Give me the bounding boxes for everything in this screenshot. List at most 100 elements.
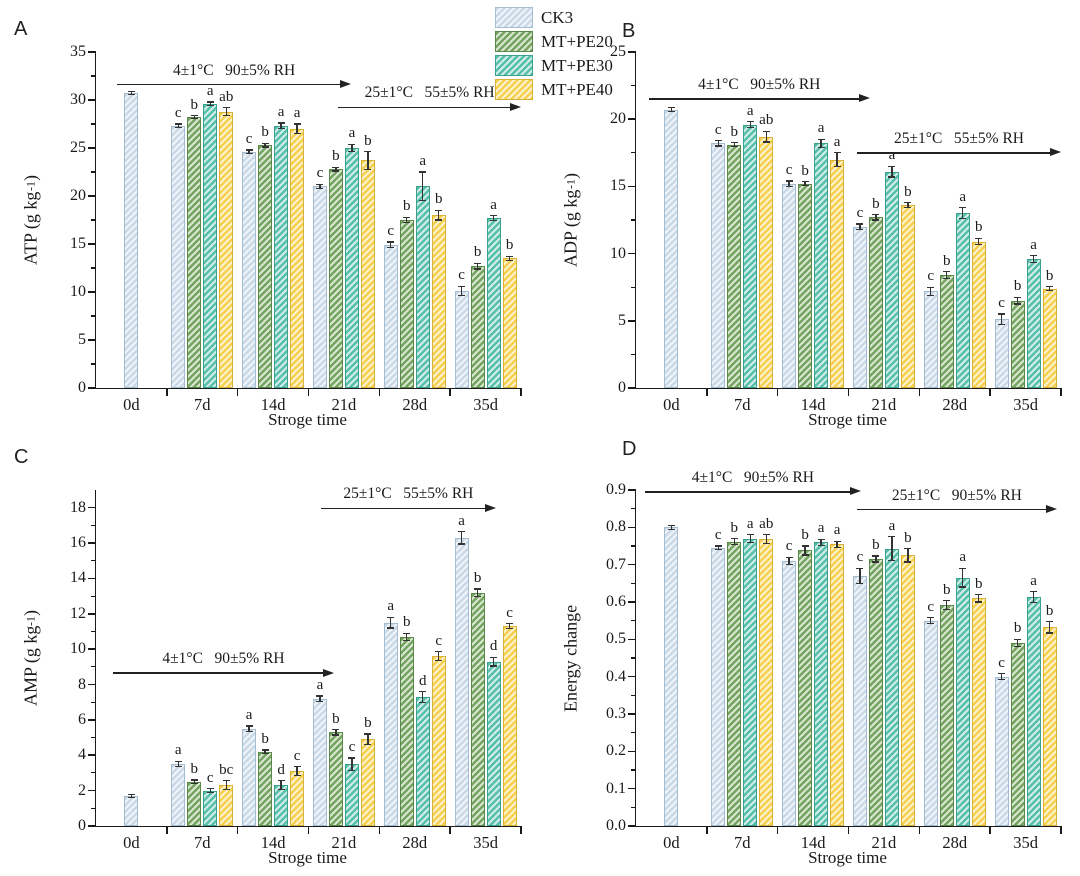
y-tick-label: 0.6 — [606, 593, 626, 610]
sig-letter: b — [190, 96, 199, 113]
error-bar-cap — [277, 789, 285, 791]
y-minor-tick — [631, 508, 636, 510]
y-major-tick — [628, 489, 636, 491]
sig-letter: b — [364, 715, 372, 732]
y-major-tick — [628, 118, 636, 120]
sig-letter: b — [975, 575, 983, 592]
x-tick-label: 0d — [123, 395, 140, 414]
bar-MT+PE20-21d — [328, 169, 343, 388]
error-bar-cap — [419, 691, 427, 693]
condition-arrow-line — [644, 490, 852, 493]
error-bar-cap — [435, 660, 443, 662]
bar-MT+PE20-28d — [939, 604, 954, 826]
x-tick — [918, 826, 921, 834]
error-bar — [351, 757, 353, 771]
y-tick-label: 0 — [78, 817, 86, 834]
condition-arrow-line — [857, 151, 1051, 154]
error-bar-cap — [801, 545, 809, 547]
sig-letter: b — [975, 219, 983, 236]
sig-letter: b — [364, 132, 372, 149]
error-bar-cap — [490, 656, 498, 658]
x-tick-label: 28d — [942, 395, 968, 414]
y-minor-tick — [91, 560, 96, 562]
y-tick-label: 5 — [618, 311, 626, 329]
error-bar — [492, 657, 495, 666]
sig-letter: b — [473, 570, 482, 587]
bar-CK3-7d — [171, 764, 186, 826]
bar-CK3-21d — [852, 226, 867, 388]
error-bar — [670, 107, 672, 112]
y-tick-label: 14 — [70, 569, 86, 587]
x-tick-label: 7d — [194, 395, 211, 414]
y-minor-tick — [631, 219, 636, 221]
error-bar — [367, 734, 369, 745]
error-bar-cap — [206, 791, 214, 793]
condition-arrow-head — [1045, 504, 1057, 513]
error-bar — [296, 124, 298, 134]
error-bar-cap — [277, 780, 285, 782]
bar-CK3-35d — [994, 676, 1009, 826]
error-bar-cap — [174, 766, 182, 768]
error-bar — [907, 548, 909, 563]
bar-CK3-21d — [852, 575, 867, 826]
bar-MT+PE30-35d — [1026, 597, 1041, 826]
sig-letter: c — [316, 165, 324, 182]
y-minor-tick — [631, 657, 636, 659]
bar-MT+PE20-14d — [258, 145, 273, 388]
y-major-tick — [628, 252, 636, 255]
error-bar-cap — [364, 168, 372, 170]
error-bar — [248, 149, 250, 154]
bar-CK3-28d — [383, 244, 398, 388]
sig-letter: a — [833, 522, 841, 539]
sig-letter: a — [419, 153, 427, 169]
x-tick — [776, 826, 779, 834]
error-bar-cap — [419, 171, 427, 173]
bar-MT+PE20-28d — [399, 220, 414, 388]
y-minor-tick — [631, 694, 636, 696]
y-axis-title-sup: -1 — [23, 615, 38, 626]
error-bar-cap — [127, 793, 135, 795]
error-bar-cap — [927, 294, 935, 296]
error-bar — [130, 91, 132, 95]
y-major-tick — [88, 339, 96, 341]
x-tick — [706, 388, 708, 396]
error-bar-cap — [474, 588, 482, 590]
bar-MT+PE30-21d — [344, 764, 359, 826]
y-tick-label: 0 — [618, 379, 626, 396]
bar-CK3-35d — [454, 291, 469, 388]
y-major-tick — [628, 526, 636, 529]
error-bar-cap — [959, 586, 967, 588]
plot-area-amp: 0 2 4 6 8 10 12 14 16 18 0d 7d 14d 21d 28d 35d a b c bc a b d c… — [70, 485, 522, 852]
error-bar — [367, 151, 369, 170]
y-major-tick — [628, 638, 636, 641]
bar-MT+PE20-28d — [399, 636, 414, 826]
bar-MT+PE20-35d — [1010, 300, 1025, 388]
sig-letter: a — [1030, 236, 1037, 253]
bar-CK3-7d — [171, 125, 186, 388]
error-bar-cap — [419, 701, 427, 703]
panel-label-c: C — [14, 446, 29, 468]
x-tick-label: 35d — [1013, 833, 1038, 852]
bar-CK3-0d — [124, 795, 139, 826]
x-tick — [236, 388, 239, 396]
condition-arrow-line — [113, 672, 324, 674]
sig-letter: d — [277, 761, 285, 778]
x-tick — [520, 826, 522, 834]
y-axis-title-text: Energy change — [560, 604, 581, 712]
bar-CK3-14d — [782, 560, 797, 826]
error-bar-cap — [222, 780, 230, 782]
error-bar — [930, 287, 932, 296]
y-tick-label: 15 — [70, 235, 86, 252]
bar-MT+PE40-7d — [219, 111, 234, 388]
error-bar-cap — [762, 534, 770, 536]
sig-letter: c — [348, 738, 356, 755]
x-tick — [520, 388, 522, 396]
y-minor-tick — [631, 286, 636, 288]
error-bar-cap — [506, 255, 514, 258]
condition-label: 25±1°C 55±5% RH — [894, 129, 1024, 147]
y-minor-tick — [91, 315, 96, 317]
error-bar-cap — [927, 617, 935, 619]
error-bar-cap — [387, 247, 395, 249]
y-major-tick — [628, 713, 636, 715]
